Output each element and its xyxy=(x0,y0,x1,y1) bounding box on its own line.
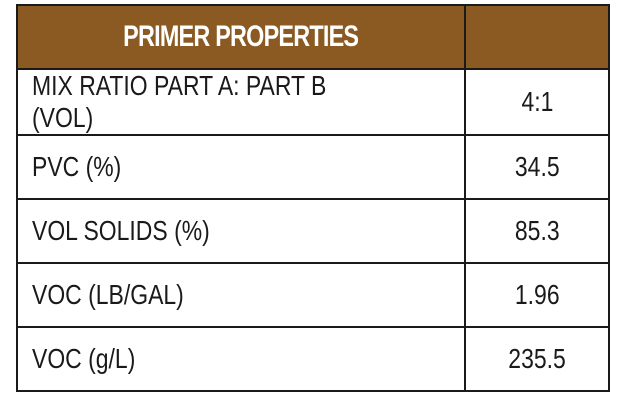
property-value-cell: 85.3 xyxy=(464,198,610,264)
property-value-cell: 4:1 xyxy=(464,68,610,136)
primer-properties-table-wrapper: PRIMER PROPERTIES MIX RATIO PART A: PART… xyxy=(16,4,610,392)
primer-properties-table: PRIMER PROPERTIES MIX RATIO PART A: PART… xyxy=(16,4,610,392)
property-label-cell: PVC (%) xyxy=(16,134,466,200)
table-value-header-cell xyxy=(464,4,610,70)
property-value-cell: 235.5 xyxy=(464,326,610,392)
property-value: 34.5 xyxy=(514,151,560,182)
property-label: VOC (LB/GAL) xyxy=(32,279,184,310)
table-row: VOC (LB/GAL) 1.96 xyxy=(16,262,610,328)
table-row: VOL SOLIDS (%) 85.3 xyxy=(16,198,610,264)
property-label-cell: VOC (g/L) xyxy=(16,326,466,392)
property-value: 4:1 xyxy=(521,86,553,117)
table-row: VOC (g/L) 235.5 xyxy=(16,326,610,392)
property-value: 1.96 xyxy=(514,279,560,310)
property-label: VOC (g/L) xyxy=(32,343,136,374)
property-label: VOL SOLIDS (%) xyxy=(32,215,210,246)
property-value-cell: 1.96 xyxy=(464,262,610,328)
table-row: PVC (%) 34.5 xyxy=(16,134,610,200)
table-row: MIX RATIO PART A: PART B (VOL) 4:1 xyxy=(16,68,610,136)
property-label: PVC (%) xyxy=(32,151,122,182)
property-value: 235.5 xyxy=(508,343,566,374)
table-title-cell: PRIMER PROPERTIES xyxy=(16,4,466,70)
property-label: MIX RATIO PART A: PART B (VOL) xyxy=(32,70,327,133)
property-label-cell: VOL SOLIDS (%) xyxy=(16,198,466,264)
property-label-cell: MIX RATIO PART A: PART B (VOL) xyxy=(16,68,466,136)
property-value: 85.3 xyxy=(514,215,560,246)
property-label-cell: VOC (LB/GAL) xyxy=(16,262,466,328)
table-title: PRIMER PROPERTIES xyxy=(123,20,359,53)
table-header-row: PRIMER PROPERTIES xyxy=(16,4,610,70)
property-value-cell: 34.5 xyxy=(464,134,610,200)
